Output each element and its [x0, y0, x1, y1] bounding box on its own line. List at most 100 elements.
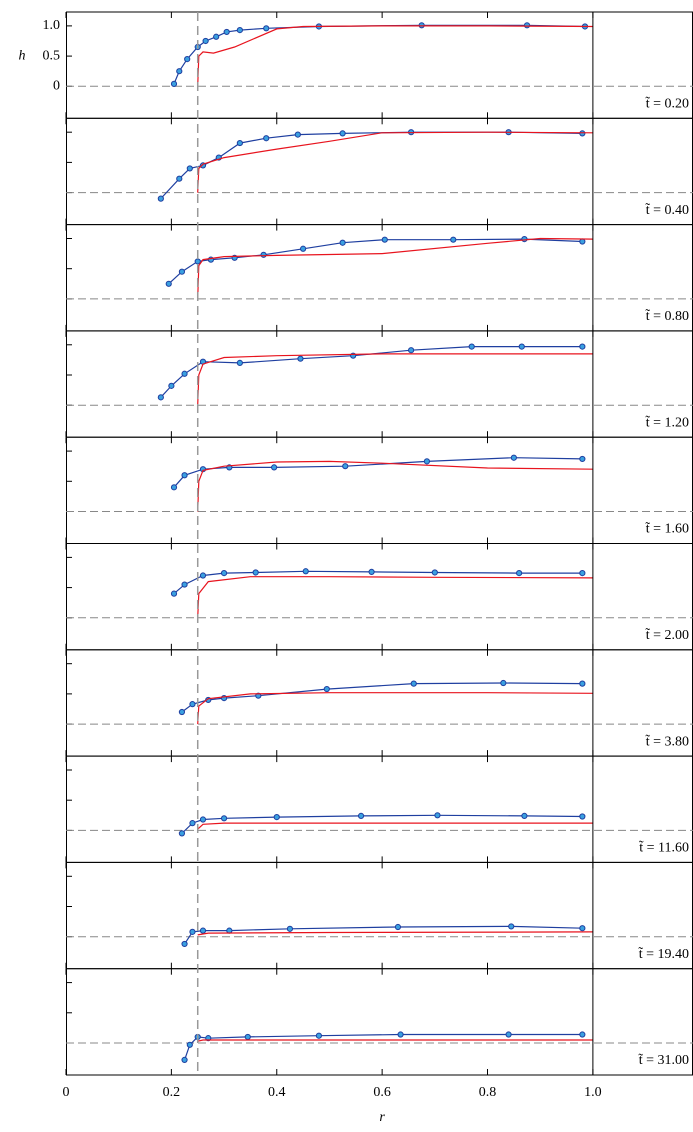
- data-point: [431, 569, 438, 576]
- panel-frame: [66, 861, 693, 970]
- data-point: [170, 590, 178, 597]
- data-point: [202, 37, 209, 45]
- data-point: [294, 131, 301, 138]
- series-line: [197, 460, 593, 512]
- data-point: [194, 258, 201, 265]
- data-point: [342, 463, 349, 470]
- data-point: [323, 685, 330, 693]
- data-point: [339, 239, 346, 246]
- data-point: [189, 820, 196, 827]
- data-point: [450, 236, 457, 243]
- data-point: [186, 1041, 193, 1048]
- data-point: [213, 33, 220, 40]
- data-point: [418, 22, 425, 29]
- data-point: [223, 28, 230, 36]
- annotation: t̃ = 19.40: [638, 946, 689, 961]
- series-line: [184, 1033, 583, 1061]
- data-point: [176, 175, 183, 182]
- data-point: [181, 1056, 188, 1064]
- data-point: [523, 22, 531, 29]
- panel-frame: [66, 330, 693, 438]
- x-tick-label: 1.0: [584, 1085, 602, 1100]
- series-line: [181, 682, 583, 713]
- data-point: [178, 830, 186, 837]
- annotation: t̃ = 3.80: [645, 734, 689, 749]
- series-line: [184, 925, 583, 945]
- x-axis-label: r: [379, 1110, 385, 1125]
- data-point: [220, 569, 228, 577]
- data-point: [468, 343, 475, 350]
- data-point: [510, 454, 517, 461]
- data-point: [394, 923, 402, 931]
- annotation: t̃ = 0.20: [645, 96, 689, 111]
- panel-frame: [66, 649, 693, 757]
- data-point: [368, 568, 375, 575]
- data-point: [263, 135, 270, 142]
- panel-frame: [66, 755, 693, 863]
- data-point: [170, 484, 178, 491]
- series-line: [168, 238, 583, 285]
- data-point: [199, 816, 207, 823]
- data-point: [184, 56, 191, 63]
- data-point: [165, 280, 172, 287]
- y-tick-label: 1.0: [43, 18, 61, 33]
- series-line: [197, 25, 593, 87]
- data-point: [181, 940, 188, 948]
- data-point: [181, 370, 188, 377]
- annotation: t̃ = 31.00: [638, 1053, 689, 1068]
- data-point: [178, 708, 186, 716]
- panel-frame: [66, 543, 693, 651]
- y-tick-label: 0.5: [43, 48, 61, 63]
- data-point: [579, 130, 586, 137]
- data-point: [579, 238, 586, 245]
- data-point: [220, 815, 228, 822]
- data-point: [244, 1033, 251, 1041]
- data-point: [500, 679, 507, 687]
- data-point: [521, 235, 528, 243]
- data-point: [252, 569, 259, 576]
- data-point: [170, 80, 178, 87]
- data-point: [579, 680, 586, 687]
- data-point: [397, 1031, 404, 1038]
- data-point: [579, 1031, 586, 1038]
- data-point: [176, 68, 183, 75]
- series-line: [173, 570, 583, 595]
- data-point: [423, 458, 431, 465]
- series-line: [173, 457, 583, 488]
- data-point: [408, 347, 415, 354]
- y-tick-label: 0: [53, 79, 60, 94]
- x-tick-label: 0: [63, 1085, 70, 1100]
- panel-frame: [66, 436, 693, 545]
- series-line: [160, 131, 583, 200]
- data-point: [339, 130, 346, 137]
- data-point: [168, 382, 175, 389]
- data-point: [579, 813, 586, 820]
- data-point: [518, 343, 525, 350]
- data-point: [410, 680, 417, 687]
- data-point: [157, 394, 164, 401]
- series-line: [197, 353, 593, 406]
- data-point: [381, 236, 388, 243]
- x-tick-label: 0.4: [268, 1085, 286, 1100]
- x-tick-label: 0.2: [163, 1085, 181, 1100]
- annotation: t̃ = 0.80: [645, 309, 689, 324]
- data-point: [186, 165, 193, 172]
- data-point: [297, 355, 304, 362]
- panel-frame: [66, 11, 693, 119]
- data-point: [300, 245, 307, 252]
- series-line: [197, 931, 593, 936]
- series-line: [197, 237, 593, 299]
- series-line: [197, 822, 593, 830]
- data-point: [236, 27, 243, 34]
- data-point: [434, 812, 441, 819]
- annotation: t̃ = 1.20: [645, 415, 689, 430]
- series-line: [173, 24, 586, 85]
- data-point: [181, 472, 188, 479]
- data-point: [189, 701, 196, 708]
- data-point: [157, 195, 164, 202]
- series-line: [197, 692, 593, 725]
- data-point: [199, 927, 207, 934]
- data-point: [505, 1031, 512, 1038]
